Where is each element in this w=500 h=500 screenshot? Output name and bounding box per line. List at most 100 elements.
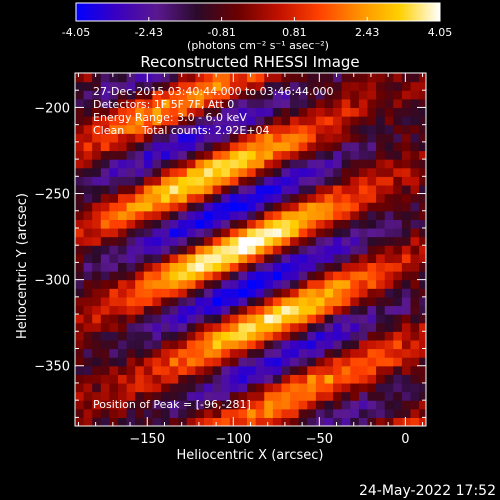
heatmap-cell <box>109 124 119 134</box>
heatmap-cell <box>161 339 171 350</box>
heatmap-cell <box>290 202 300 212</box>
heatmap-cell <box>204 202 214 212</box>
heatmap-cell <box>410 202 420 212</box>
heatmap-cell <box>358 150 369 160</box>
heatmap-cell <box>143 400 154 410</box>
heatmap-cell <box>135 314 145 324</box>
heatmap-cell <box>247 141 257 152</box>
heatmap-cell <box>238 167 248 177</box>
heatmap-cell <box>126 408 136 418</box>
heatmap-cell <box>238 262 248 272</box>
heatmap-cell <box>238 400 248 410</box>
heatmap-cell <box>333 141 343 152</box>
heatmap-cell <box>290 159 300 169</box>
heatmap-cell <box>264 296 274 307</box>
heatmap-cell <box>83 227 93 238</box>
heatmap-cell <box>221 305 231 315</box>
heatmap-cell <box>221 245 231 255</box>
heatmap-cell <box>401 331 412 341</box>
heatmap-cell <box>341 227 351 238</box>
heatmap-cell <box>204 322 214 332</box>
heatmap-cell <box>367 417 377 426</box>
heatmap-cell <box>358 314 369 324</box>
heatmap-cell <box>195 374 205 384</box>
heatmap-cell <box>75 184 85 195</box>
heatmap-cell <box>229 202 240 212</box>
heatmap-cell <box>307 288 317 298</box>
heatmap-cell <box>229 98 240 109</box>
heatmap-cell <box>143 90 154 100</box>
heatmap-cell <box>178 262 188 272</box>
heatmap-cell <box>109 365 119 375</box>
heatmap-cell <box>135 219 145 229</box>
heatmap-cell <box>376 167 386 177</box>
heatmap-cell <box>333 331 343 341</box>
heatmap-cell <box>255 210 265 220</box>
heatmap-cell <box>350 305 360 315</box>
heatmap-cell <box>419 374 426 384</box>
heatmap-cell <box>315 348 326 358</box>
heatmap-cell <box>161 262 171 272</box>
heatmap-cell <box>315 322 326 332</box>
heatmap-cell <box>143 357 154 367</box>
heatmap-cell <box>186 296 197 307</box>
heatmap-cell <box>238 184 248 195</box>
heatmap-cell <box>221 90 231 100</box>
heatmap-cell <box>247 408 257 418</box>
heatmap-cell <box>109 417 119 426</box>
heatmap-cell <box>333 184 343 195</box>
heatmap-cell <box>178 141 188 152</box>
heatmap-cell <box>229 262 240 272</box>
heatmap-cell <box>367 236 377 246</box>
heatmap-cell <box>169 296 179 307</box>
heatmap-cell <box>264 98 274 109</box>
heatmap-cell <box>376 365 386 375</box>
heatmap-cell <box>161 253 171 264</box>
heatmap-cell <box>135 98 145 109</box>
heatmap-cell <box>290 184 300 195</box>
heatmap-cell <box>126 116 136 126</box>
heatmap-cell <box>229 253 240 264</box>
heatmap-cell <box>384 348 394 358</box>
heatmap-cell <box>376 107 386 117</box>
heatmap-cell <box>83 124 93 134</box>
heatmap-cell <box>290 348 300 358</box>
colorbar-ticks: -4.05 -2.43 -0.81 0.81 2.43 4.05 <box>62 17 452 39</box>
heatmap-cell <box>83 382 93 393</box>
heatmap-cell <box>376 81 386 91</box>
heatmap-cell <box>255 357 265 367</box>
heatmap-cell <box>83 219 93 229</box>
heatmap-cell <box>195 176 205 186</box>
heatmap-cell <box>264 279 274 289</box>
heatmap-cell <box>419 124 426 134</box>
heatmap-cell <box>186 253 197 264</box>
heatmap-cell <box>264 116 274 126</box>
heatmap-cell <box>341 219 351 229</box>
heatmap-cell <box>298 322 308 332</box>
heatmap-cell <box>290 288 300 298</box>
heatmap-cell <box>410 81 420 91</box>
heatmap-cell <box>401 322 412 332</box>
heatmap-cell <box>367 339 377 350</box>
heatmap-cell <box>410 391 420 401</box>
heatmap-cell <box>229 348 240 358</box>
heatmap-cell <box>126 81 136 91</box>
heatmap-cell <box>307 305 317 315</box>
heatmap-cell <box>384 391 394 401</box>
heatmap-cell <box>410 219 420 229</box>
heatmap-cell <box>186 331 197 341</box>
heatmap-cell <box>100 219 111 229</box>
heatmap-cell <box>195 262 205 272</box>
heatmap-cell <box>238 365 248 375</box>
heatmap-cell <box>92 73 102 83</box>
heatmap-cell <box>307 159 317 169</box>
heatmap-cell <box>186 400 197 410</box>
heatmap-cell <box>350 159 360 169</box>
heatmap-cell <box>152 98 162 109</box>
heatmap-cell <box>281 202 291 212</box>
heatmap-cell <box>204 357 214 367</box>
heatmap-cell <box>161 150 171 160</box>
heatmap-cell <box>255 90 265 100</box>
heatmap-cell <box>118 90 128 100</box>
heatmap-cell <box>341 98 351 109</box>
